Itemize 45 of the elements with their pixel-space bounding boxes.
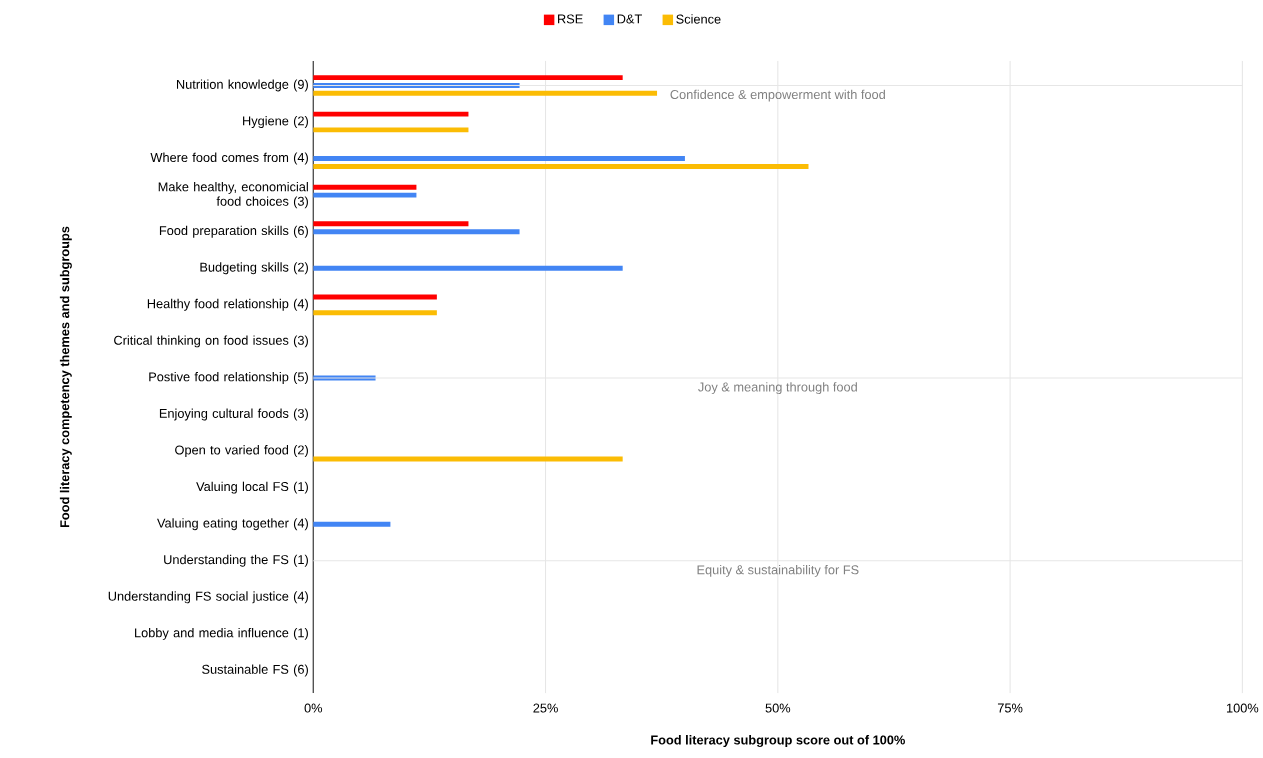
bar	[313, 265, 623, 271]
bar	[313, 75, 623, 81]
legend-label: D&T	[617, 14, 642, 24]
y-tick-label: Valuing local FS (1)	[196, 481, 308, 494]
bar	[313, 294, 437, 300]
y-tick-label: Make healthy, economicial food choices (3)	[158, 181, 308, 209]
y-tick-label: Sustainable FS (6)	[202, 664, 308, 677]
ref-line-label: Equity & sustainability for FS	[697, 564, 859, 577]
y-tick-label: Valuing eating together (4)	[157, 518, 308, 531]
legend-label: Science	[676, 14, 721, 24]
y-tick-label: Hygiene (2)	[243, 116, 308, 128]
bar	[313, 127, 469, 133]
bar	[313, 111, 469, 117]
y-tick-label: Lobby and media influence (1)	[135, 627, 308, 640]
bar	[313, 163, 809, 169]
y-tick-label: Nutrition knowledge (9)	[176, 79, 308, 92]
ref-line-label: Confidence & empowerment with food	[670, 89, 885, 102]
x-tick-label: 25%	[533, 703, 558, 713]
x-tick-label: 50%	[765, 703, 791, 713]
x-tick-label: 0%	[304, 703, 323, 713]
y-tick-label: Enjoying cultural foods (3)	[159, 408, 308, 421]
y-tick-label: Where food comes from (4)	[150, 152, 308, 165]
y-tick-label: Postive food relationship (5)	[149, 371, 308, 384]
y-tick-label: Critical thinking on food issues (3)	[114, 335, 308, 348]
bar	[313, 184, 417, 190]
bar	[313, 229, 520, 235]
y-tick-label: Healthy food relationship (4)	[147, 298, 308, 311]
y-tick-label: Understanding the FS (1)	[164, 554, 308, 567]
legend-label: RSE	[558, 14, 583, 24]
bar	[313, 221, 469, 227]
bar	[313, 310, 437, 316]
x-axis-title: Food literacy subgroup score out of 100%	[651, 735, 905, 748]
x-tick-label: 75%	[997, 703, 1023, 713]
bar	[313, 521, 391, 527]
bar	[313, 456, 623, 462]
bar	[313, 192, 417, 198]
y-tick-label: Understanding FS social justice (4)	[108, 591, 308, 604]
y-tick-label: Budgeting skills (2)	[200, 262, 308, 275]
ref-line-label: Joy & meaning through food	[698, 382, 857, 395]
bar	[313, 90, 658, 96]
y-tick-label: Open to varied food (2)	[175, 445, 308, 458]
y-tick-label: Food preparation skills (6)	[159, 225, 308, 238]
y-axis-title: Food literacy competency themes and subgroups	[59, 226, 72, 528]
x-tick-label: 100%	[1226, 703, 1259, 713]
bar	[313, 156, 685, 162]
